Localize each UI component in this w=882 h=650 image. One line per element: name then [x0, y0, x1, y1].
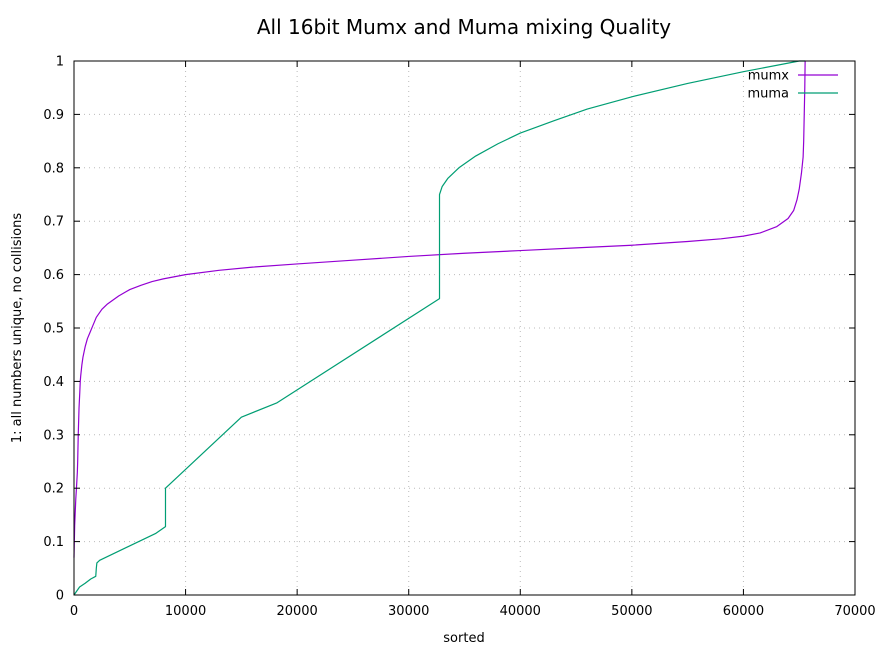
y-tick-label: 0.5 [43, 322, 64, 337]
y-axis-label: 1: all numbers unique, no collisions [10, 213, 25, 443]
y-tick-label: 0.7 [43, 215, 64, 230]
x-tick-label: 40000 [500, 604, 541, 619]
series-line-muma [73, 60, 806, 596]
legend: mumx muma [747, 69, 838, 102]
legend-label-mumx: mumx [748, 69, 790, 84]
series-group [73, 60, 806, 596]
y-tick-label: 0.2 [43, 482, 64, 497]
legend-label-muma: muma [747, 87, 789, 102]
y-tick-label: 0.1 [43, 535, 64, 550]
y-tick-label: 0.6 [43, 268, 64, 283]
y-tick-label: 0 [56, 589, 64, 604]
gridlines [74, 61, 855, 595]
y-tick-label: 0.9 [43, 108, 64, 123]
x-tick-label: 60000 [723, 604, 764, 619]
y-tick-label: 0.8 [43, 161, 64, 176]
chart-title: All 16bit Mumx and Muma mixing Quality [257, 15, 671, 39]
x-tick-label: 30000 [388, 604, 429, 619]
axis-ticks: 0 10000 20000 30000 40000 50000 60000 70000 0 0.1… [43, 55, 875, 620]
x-tick-label: 20000 [276, 604, 317, 619]
y-tick-label: 1 [56, 55, 64, 70]
x-tick-label: 50000 [611, 604, 652, 619]
x-tick-label: 70000 [834, 604, 875, 619]
x-axis-label: sorted [443, 631, 484, 646]
y-tick-label: 0.3 [43, 428, 64, 443]
series-line-mumx [73, 60, 806, 558]
x-tick-label: 10000 [165, 604, 206, 619]
x-tick-label: 0 [70, 604, 78, 619]
y-tick-label: 0.4 [43, 375, 64, 390]
